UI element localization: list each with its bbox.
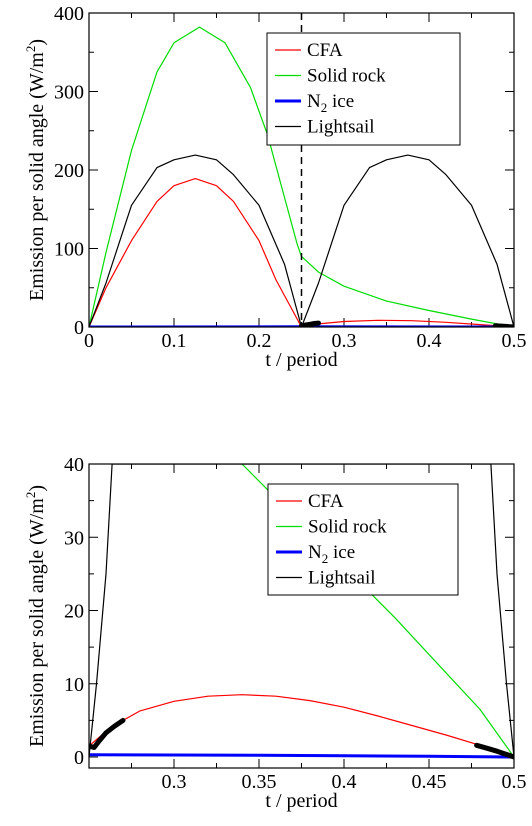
chart-2: 0.3 0.35 0.4 0.45 0.5 0 10 20 30 40 t / period Emis… [23, 454, 527, 812]
legend-box [267, 483, 459, 596]
legend-label: Solid rock [307, 66, 386, 87]
highlight-segment [89, 717, 126, 750]
legend-label: Lightsail [307, 117, 375, 138]
series-group [89, 464, 514, 760]
y-tick-label: 0 [74, 317, 84, 339]
x-tick-label: 0.1 [162, 330, 187, 352]
x-tick-label: 0.5 [502, 771, 527, 793]
x-tick-label: 0.5 [502, 330, 527, 352]
y-tick-label: 100 [54, 239, 84, 261]
legend-label: N2 ice [308, 542, 355, 566]
y-axis-label: Emission per solid angle (W/m2) [23, 39, 48, 301]
legend-label: Solid rock [308, 517, 387, 538]
y-axis-label: Emission per solid angle (W/m2) [23, 485, 48, 747]
chart-1: 0 0.1 0.2 0.3 0.4 0.5 0 100 200 300 400 t / period E… [23, 3, 527, 371]
y-tick-label: 300 [54, 82, 84, 104]
x-tick-label: 0.4 [332, 771, 357, 793]
series-line-cfa [89, 178, 514, 327]
highlight-segment [299, 320, 321, 327]
plot-frame [88, 12, 515, 328]
y-tick-label: 20 [64, 601, 84, 623]
x-tick-label: 0 [84, 330, 94, 352]
x-tick-label: 0.3 [162, 771, 187, 793]
legend-label: Lightsail [308, 568, 376, 589]
highlight-segment [474, 742, 514, 760]
series-line-lightsail [89, 154, 514, 327]
y-tick-label: 0 [74, 747, 84, 769]
x-tick-label: 0.3 [332, 330, 357, 352]
y-tick-label: 30 [64, 527, 84, 549]
y-tick-label: 400 [54, 3, 84, 25]
series-line-lightsail [89, 464, 514, 758]
x-tick-label: 0.45 [412, 771, 447, 793]
x-tick-label: 0.4 [417, 330, 442, 352]
x-tick-label: 0.35 [242, 771, 277, 793]
series-line-solid-rock [89, 26, 514, 327]
legend-label: N2 ice [307, 91, 354, 115]
y-tick-label: 200 [54, 160, 84, 182]
series-line-cfa [89, 694, 514, 758]
x-axis-label: t / period [265, 790, 337, 812]
legend-label: CFA [307, 40, 343, 61]
x-tick-label: 0.2 [247, 330, 272, 352]
plot-frame [88, 463, 515, 769]
x-axis-label: t / period [265, 349, 337, 371]
legend-label: CFA [308, 491, 344, 512]
series-line-n [89, 753, 514, 759]
y-tick-label: 10 [64, 674, 84, 696]
y-tick-label: 40 [64, 454, 84, 476]
